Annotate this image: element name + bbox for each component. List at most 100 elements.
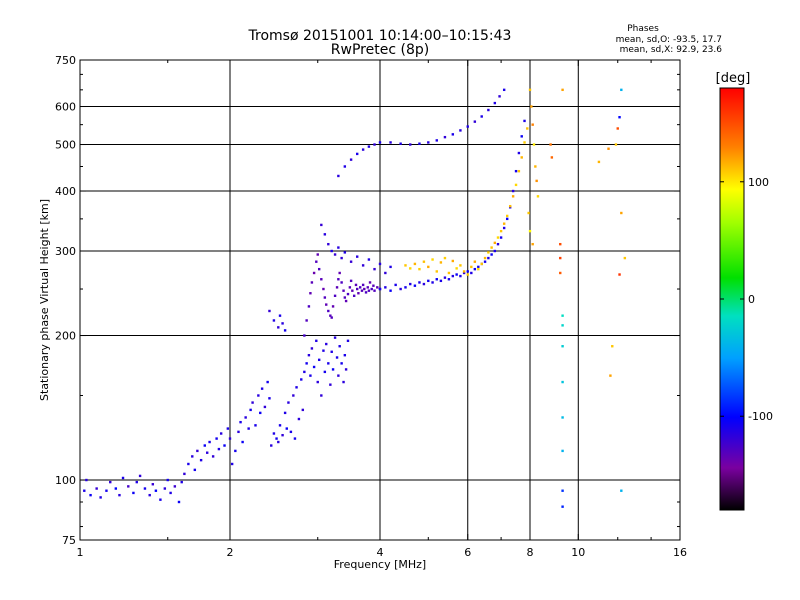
data-point (254, 424, 257, 427)
data-point (338, 345, 341, 348)
data-point (508, 204, 512, 208)
data-point (502, 88, 506, 92)
data-point (244, 416, 247, 419)
data-point (352, 294, 356, 297)
data-point (470, 265, 473, 269)
data-point (477, 267, 480, 271)
data-point (561, 324, 564, 327)
data-point (502, 226, 506, 230)
data-point (355, 287, 359, 291)
data-point (333, 294, 337, 297)
data-point (317, 267, 321, 271)
data-point (337, 374, 340, 377)
data-point (315, 260, 318, 263)
data-point (275, 437, 278, 440)
data-point (135, 480, 138, 484)
data-point (399, 287, 402, 291)
data-point (316, 380, 319, 384)
data-point (520, 135, 523, 138)
data-point (367, 145, 371, 148)
data-point (309, 374, 312, 377)
data-point (451, 259, 455, 263)
data-point (394, 283, 397, 287)
data-point (180, 480, 183, 484)
data-point (330, 316, 333, 319)
data-point (283, 411, 287, 415)
data-point (358, 286, 362, 289)
data-point (260, 387, 264, 390)
data-point (535, 179, 538, 183)
data-point (459, 274, 462, 278)
data-point (561, 416, 564, 419)
data-point (470, 271, 473, 275)
y-tick-label: 400 (55, 185, 76, 198)
data-point (498, 95, 501, 98)
data-point (462, 270, 466, 273)
data-point (473, 120, 477, 123)
data-point (316, 253, 319, 256)
data-point (118, 493, 121, 497)
data-point (389, 141, 392, 144)
data-point (338, 271, 341, 275)
data-points (83, 88, 627, 508)
data-point (148, 493, 151, 497)
data-point (409, 143, 412, 146)
data-point (514, 183, 518, 187)
data-point (620, 211, 623, 215)
data-point (343, 353, 347, 357)
data-point (83, 489, 86, 492)
y-tick-label: 600 (55, 101, 76, 114)
data-point (268, 309, 271, 313)
data-point (154, 489, 158, 492)
phase-stats-o: mean, sd,O: -93.5, 17.7 (616, 35, 722, 45)
x-tick-label: 6 (464, 546, 471, 559)
data-point (389, 289, 392, 292)
x-axis-label: Frequency [MHz] (334, 558, 426, 571)
data-point (333, 336, 337, 339)
data-point (323, 370, 327, 374)
data-point (620, 489, 623, 492)
data-point (530, 105, 533, 108)
data-point (257, 394, 260, 397)
data-point (169, 491, 172, 495)
data-point (310, 347, 314, 350)
data-point (337, 278, 340, 281)
data-point (531, 123, 534, 126)
data-point (320, 223, 323, 227)
data-point (389, 265, 392, 269)
data-point (487, 251, 490, 254)
data-point (378, 141, 382, 144)
data-point (278, 424, 282, 427)
data-point (343, 296, 347, 299)
data-point (208, 440, 211, 444)
data-point (309, 292, 312, 295)
data-point (422, 282, 426, 286)
data-point (331, 305, 335, 308)
data-point (493, 101, 497, 105)
data-point (561, 314, 564, 317)
data-point (466, 125, 469, 128)
data-point (89, 493, 92, 497)
data-point (531, 242, 534, 246)
data-point (399, 142, 402, 145)
data-point (143, 487, 147, 490)
data-point (196, 449, 199, 453)
data-point (480, 115, 483, 118)
data-point (443, 276, 447, 279)
data-point (219, 432, 223, 435)
data-point (483, 256, 487, 260)
data-point (333, 253, 337, 256)
data-point (618, 116, 621, 119)
data-point (166, 478, 169, 482)
data-point (191, 455, 194, 458)
data-point (230, 462, 234, 466)
data-point (499, 236, 503, 239)
data-point (307, 305, 311, 308)
data-point (292, 394, 295, 397)
data-point (477, 265, 480, 269)
y-tick-label: 200 (55, 330, 76, 343)
data-point (514, 169, 518, 173)
data-point (177, 500, 181, 504)
data-point (295, 386, 298, 389)
data-point (422, 260, 426, 263)
